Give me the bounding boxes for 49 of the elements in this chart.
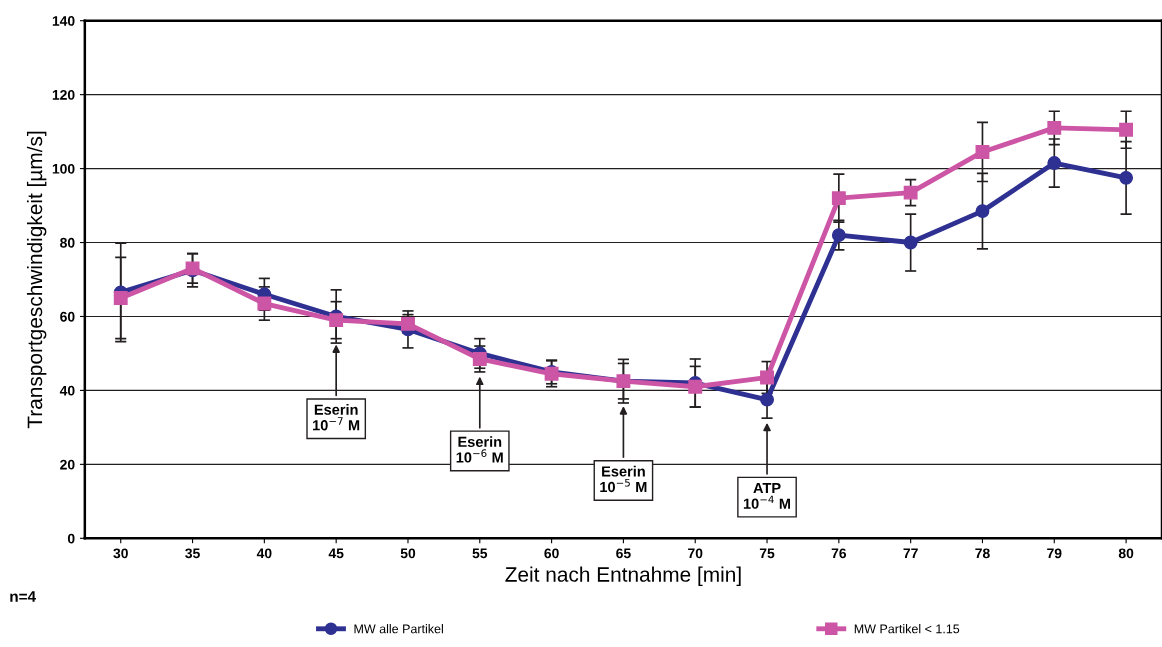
y-tick-label: 80 — [60, 237, 75, 248]
x-tick-label: 75 — [759, 548, 775, 559]
point — [1047, 120, 1062, 135]
x-tick-label: 76 — [831, 548, 847, 559]
y-tick-label: 20 — [60, 459, 75, 470]
point — [1047, 156, 1062, 170]
point — [760, 370, 774, 385]
x-tick-label: 70 — [688, 548, 703, 559]
point — [831, 228, 846, 243]
point — [903, 185, 918, 200]
x-tick-label: 35 — [185, 548, 200, 559]
y-tick-label: 40 — [59, 385, 75, 396]
point — [903, 235, 918, 250]
point — [688, 379, 703, 394]
point — [1119, 122, 1134, 137]
point — [329, 313, 344, 328]
point — [831, 191, 846, 206]
point — [760, 392, 774, 407]
x-tick-label: 30 — [113, 548, 128, 559]
point — [1119, 170, 1134, 185]
y-tick-label: 100 — [52, 163, 75, 174]
x-tick-label: 50 — [400, 548, 416, 559]
text: n=4 — [10, 591, 36, 602]
legend-label: MW alle Partikel — [354, 624, 443, 634]
annotation: ATP 10$^{−4}$ M — [743, 483, 791, 509]
x-tick-label: 40 — [256, 548, 272, 559]
point — [472, 352, 487, 366]
point — [113, 291, 128, 305]
x-tick-label: 60 — [544, 548, 559, 559]
legend-label: MW Partikel < 1.15 — [854, 624, 960, 634]
x-tick-label: 45 — [328, 548, 344, 559]
x-tick-label: 55 — [472, 548, 488, 559]
x-tick-label: 78 — [975, 548, 990, 559]
point — [975, 204, 990, 219]
point — [257, 296, 272, 311]
annotation: Eserin 10$^{−5}$ M — [600, 465, 647, 493]
y-axis-title: Transportgeschwindigkeit [µm/s] — [26, 131, 47, 429]
annotation: Eserin 10$^{−7}$ M — [313, 404, 360, 431]
x-tick-label: 65 — [616, 548, 631, 559]
x-axis-title: Zeit nach Entnahme [min] — [505, 566, 741, 586]
x-tick-label: 79 — [1047, 548, 1062, 559]
y-tick-label: 60 — [60, 311, 75, 322]
annotation: Eserin 10$^{−6}$ M — [456, 436, 503, 463]
y-tick-label: 0 — [67, 533, 75, 544]
x-tick-label: 77 — [903, 548, 918, 559]
point — [975, 145, 990, 159]
y-tick-label: 140 — [52, 16, 75, 26]
x-tick-label: 80 — [1118, 548, 1134, 559]
y-tick-label: 120 — [52, 89, 75, 100]
